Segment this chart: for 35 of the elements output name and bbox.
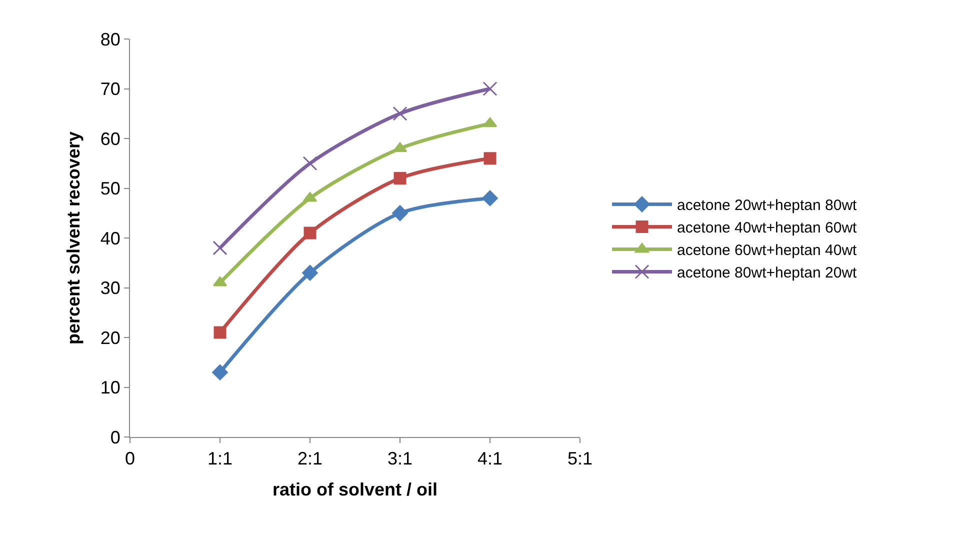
legend-label: acetone 40wt+heptan 60wt <box>677 220 858 237</box>
point <box>212 240 228 256</box>
point <box>482 190 498 206</box>
point <box>302 192 318 202</box>
x-tick-label: 0 <box>124 448 136 469</box>
point <box>484 152 496 165</box>
y-axis-title: percent solvent recovery <box>64 131 84 345</box>
x-tick-label: 1:1 <box>207 448 233 469</box>
y-tick-label: 50 <box>100 178 120 199</box>
y-tick-label: 40 <box>100 228 120 248</box>
y-tick-label: 70 <box>100 79 120 100</box>
point <box>392 106 408 121</box>
point <box>482 117 498 128</box>
y-tick-label: 20 <box>100 328 120 348</box>
point <box>482 82 498 96</box>
legend-label: acetone 60wt+heptan 40wt <box>677 242 858 260</box>
point <box>392 205 408 222</box>
x-tick-label: 4:1 <box>477 448 503 469</box>
legend-label: acetone 20wt+heptan 80wt <box>677 197 858 214</box>
point <box>302 156 318 171</box>
y-tick-label: 30 <box>100 278 120 298</box>
y-tick-label: 0 <box>110 427 120 448</box>
point <box>212 364 228 380</box>
y-tick-label: 10 <box>100 378 120 398</box>
x-tick-label: 3:1 <box>387 448 413 469</box>
y-tick-label: 80 <box>100 29 120 50</box>
x-tick-label: 5:1 <box>567 448 593 469</box>
x-axis-title: ratio of solvent / oil <box>272 480 438 500</box>
point <box>214 326 226 339</box>
point <box>304 226 316 240</box>
y-tick-label: 60 <box>100 128 120 149</box>
point <box>394 172 406 185</box>
x-tick-label: 2:1 <box>297 448 323 469</box>
point <box>302 264 318 281</box>
legend-label: acetone 80wt+heptan 20wt <box>677 264 858 282</box>
